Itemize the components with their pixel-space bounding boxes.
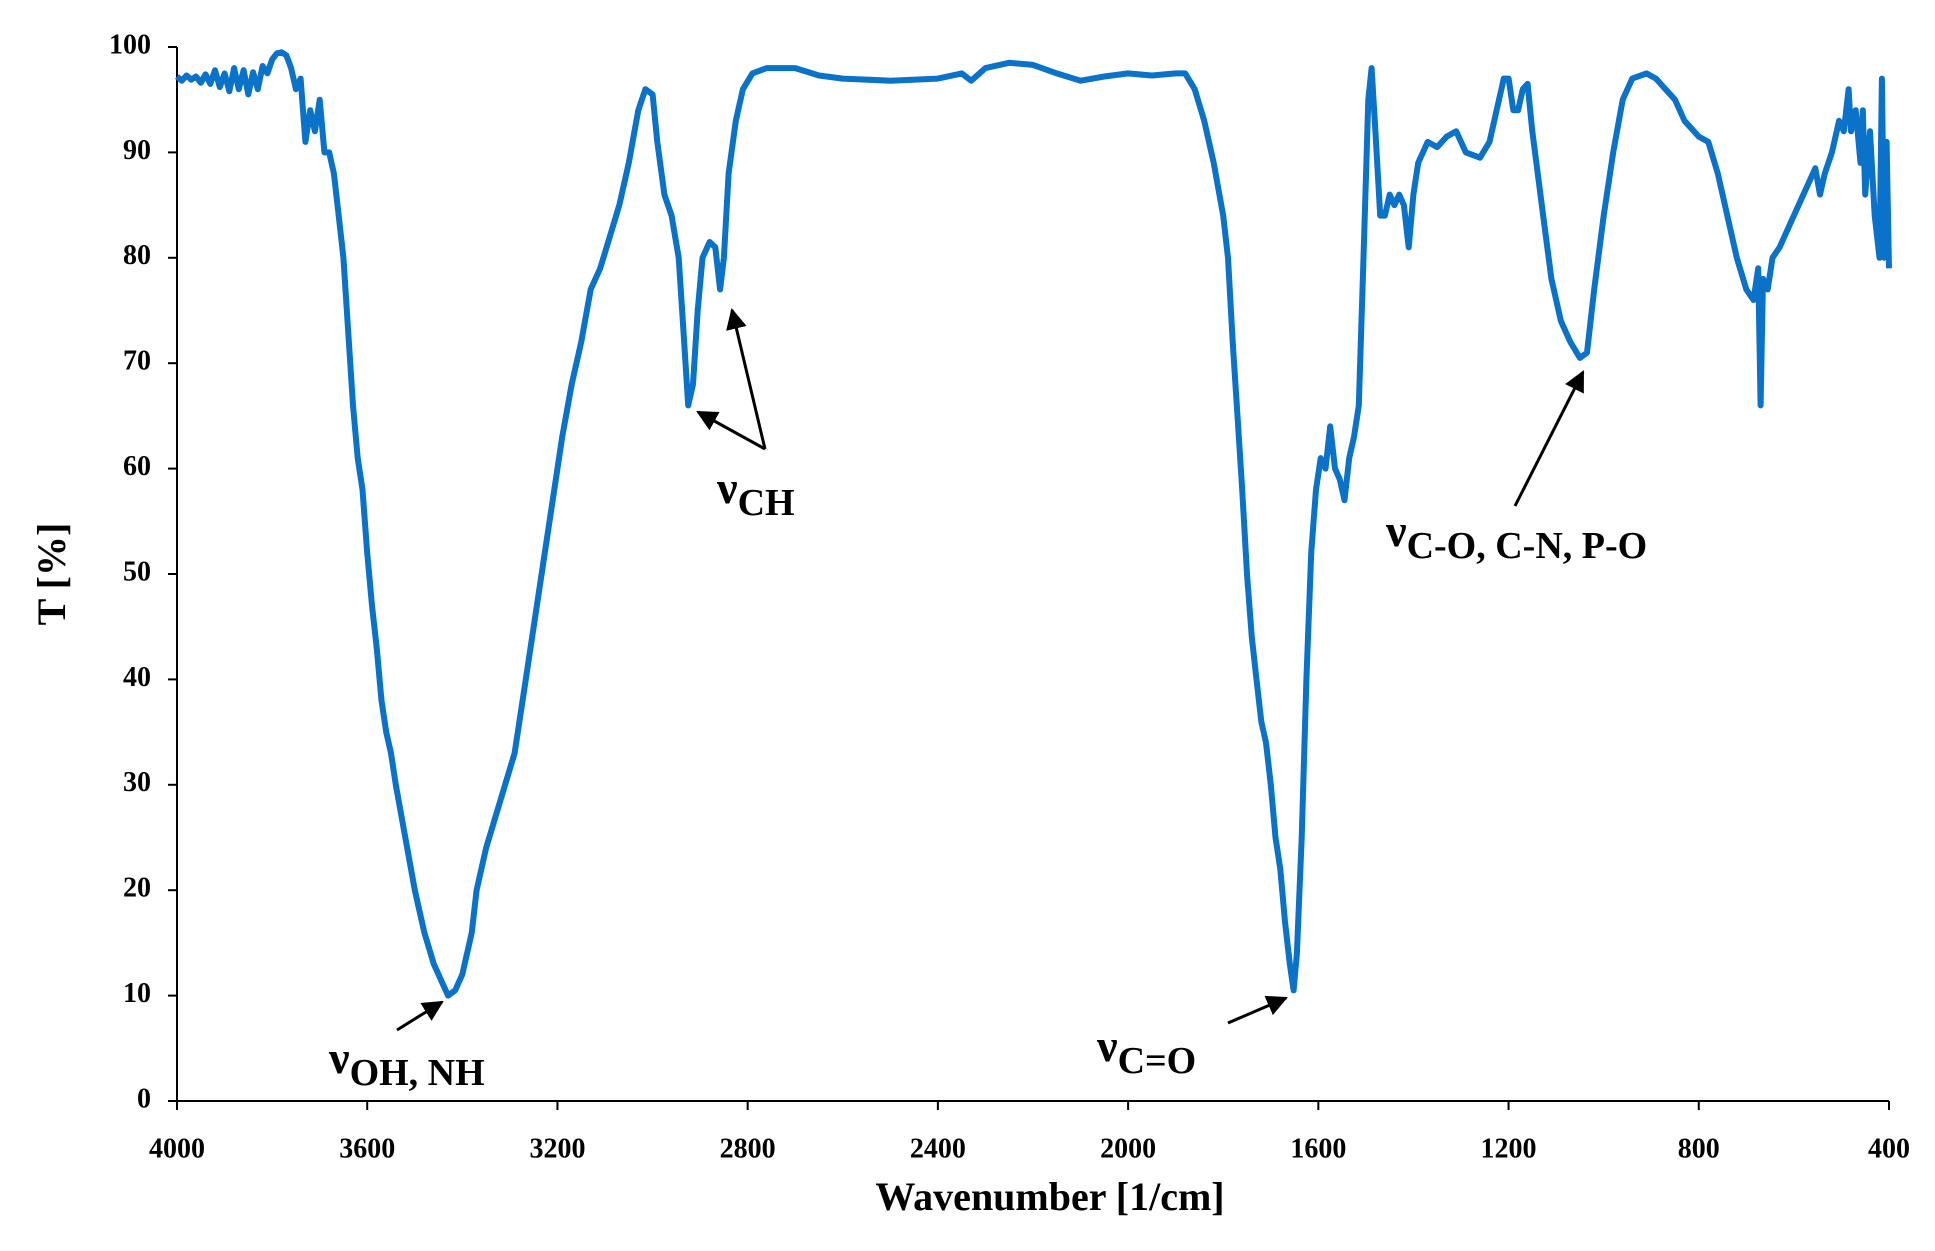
x-tick-label: 1200 <box>1481 1133 1537 1164</box>
x-tick-label: 4000 <box>149 1133 205 1164</box>
annotation-subscript: OH, NH <box>350 1052 485 1094</box>
x-tick-label: 1600 <box>1290 1133 1346 1164</box>
x-tick-label: 2400 <box>910 1133 966 1164</box>
y-tick-label: 30 <box>123 767 151 798</box>
y-tick-label: 10 <box>123 978 151 1009</box>
y-tick-label: 20 <box>123 873 151 904</box>
annotation-arrow <box>1513 370 1585 507</box>
annotation-arrow <box>726 307 767 450</box>
annotation: νOH, NH <box>328 1032 485 1094</box>
annotation: νC=O <box>1096 1020 1196 1082</box>
annotation: νCH <box>716 462 795 524</box>
annotation-arrow <box>1227 995 1288 1025</box>
annotation-arrow <box>696 410 766 451</box>
y-tick-label: 40 <box>123 662 151 693</box>
annotation-subscript: C=O <box>1118 1040 1197 1082</box>
y-tick-label: 70 <box>123 346 151 377</box>
x-tick-label: 2800 <box>720 1133 776 1164</box>
y-tick-label: 0 <box>137 1083 151 1114</box>
x-tick-label: 800 <box>1678 1133 1720 1164</box>
y-tick-label: 60 <box>123 451 151 482</box>
annotation-arrow <box>396 1000 444 1032</box>
y-tick-label: 100 <box>109 29 151 60</box>
annotation-subscript: CH <box>738 482 795 524</box>
x-tick-label: 3200 <box>529 1133 585 1164</box>
annotation-symbol: ν <box>328 1032 350 1083</box>
annotation-subscript: C-O, C-N, P-O <box>1407 525 1648 567</box>
x-tick-label: 2000 <box>1100 1133 1156 1164</box>
annotation-symbol: ν <box>1096 1020 1118 1071</box>
y-tick-label: 80 <box>123 240 151 271</box>
annotation-symbol: ν <box>716 462 738 513</box>
y-tick-label: 90 <box>123 135 151 166</box>
x-tick-label: 3600 <box>339 1133 395 1164</box>
annotation: νC-O, C-N, P-O <box>1385 505 1647 567</box>
spectrum-line <box>175 49 1892 999</box>
y-axis-label: T [%] <box>29 523 74 626</box>
x-axis-label: Wavenumber [1/cm] <box>875 1174 1224 1219</box>
x-tick-label: 400 <box>1868 1133 1910 1164</box>
annotation-symbol: ν <box>1385 505 1407 556</box>
y-tick-label: 50 <box>123 556 151 587</box>
